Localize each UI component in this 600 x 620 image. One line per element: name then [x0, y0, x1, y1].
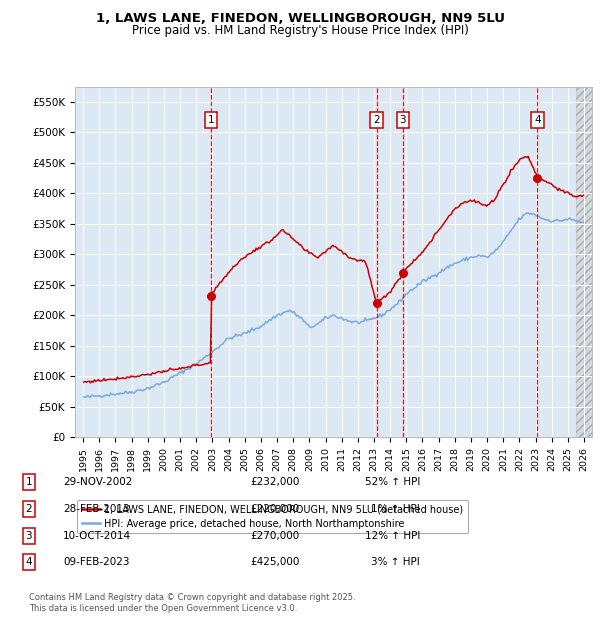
Text: 3: 3: [25, 531, 32, 541]
Text: 2: 2: [373, 115, 380, 125]
Text: Price paid vs. HM Land Registry's House Price Index (HPI): Price paid vs. HM Land Registry's House …: [131, 24, 469, 37]
Text: 3% ↑ HPI: 3% ↑ HPI: [371, 557, 420, 567]
Text: 28-FEB-2013: 28-FEB-2013: [63, 504, 130, 514]
Text: £425,000: £425,000: [251, 557, 300, 567]
Text: Contains HM Land Registry data © Crown copyright and database right 2025.
This d: Contains HM Land Registry data © Crown c…: [29, 593, 355, 613]
Text: 4: 4: [534, 115, 541, 125]
Text: £220,000: £220,000: [251, 504, 300, 514]
Text: £270,000: £270,000: [251, 531, 300, 541]
Text: 12% ↑ HPI: 12% ↑ HPI: [365, 531, 420, 541]
Legend: 1, LAWS LANE, FINEDON, WELLINGBOROUGH, NN9 5LU (detached house), HPI: Average pr: 1, LAWS LANE, FINEDON, WELLINGBOROUGH, N…: [77, 500, 469, 533]
Text: 1% ↑ HPI: 1% ↑ HPI: [371, 504, 420, 514]
Text: £232,000: £232,000: [251, 477, 300, 487]
Text: 3: 3: [400, 115, 406, 125]
Text: 1: 1: [208, 115, 214, 125]
Text: 1, LAWS LANE, FINEDON, WELLINGBOROUGH, NN9 5LU: 1, LAWS LANE, FINEDON, WELLINGBOROUGH, N…: [95, 12, 505, 25]
Text: 2: 2: [25, 504, 32, 514]
Text: 1: 1: [25, 477, 32, 487]
Text: 09-FEB-2023: 09-FEB-2023: [63, 557, 130, 567]
Bar: [576, 87, 594, 437]
Text: 10-OCT-2014: 10-OCT-2014: [63, 531, 131, 541]
Text: 4: 4: [25, 557, 32, 567]
Text: 29-NOV-2002: 29-NOV-2002: [63, 477, 133, 487]
Text: 52% ↑ HPI: 52% ↑ HPI: [365, 477, 420, 487]
Bar: [576, 87, 594, 437]
